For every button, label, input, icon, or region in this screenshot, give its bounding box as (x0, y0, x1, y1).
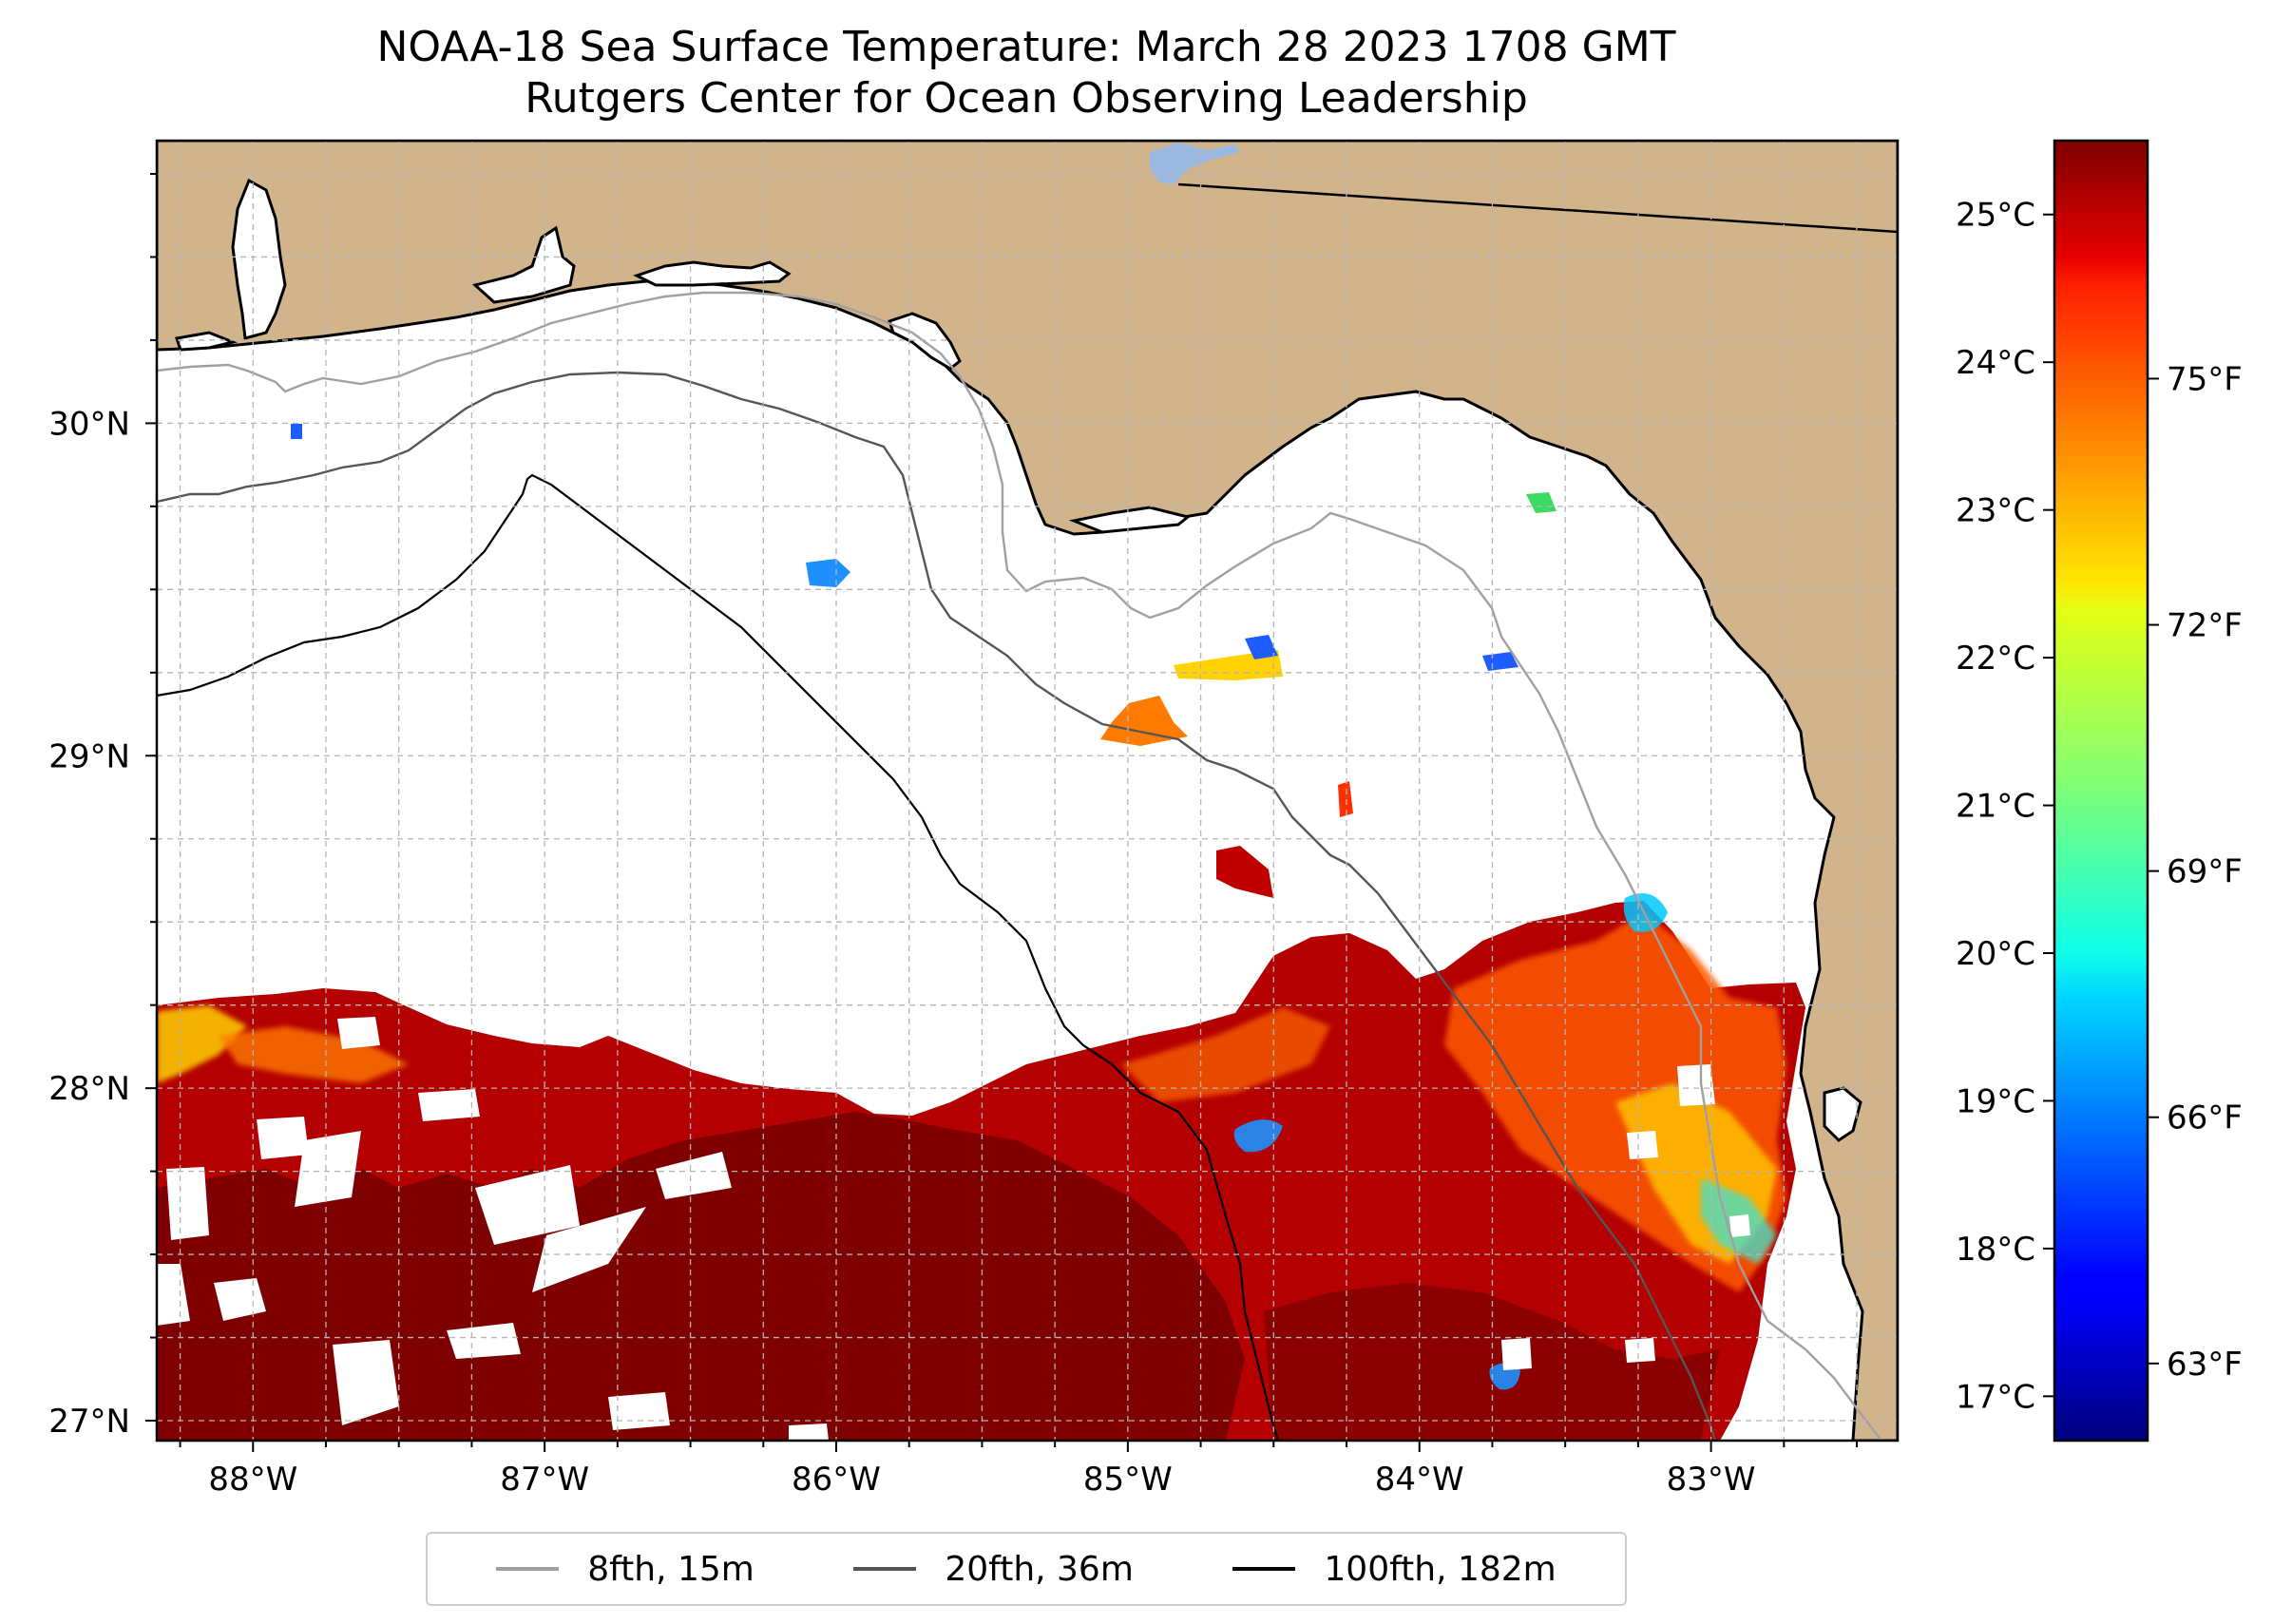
lat-tick-label: 27°N (48, 1403, 130, 1441)
lon-tick-label: 88°W (208, 1461, 297, 1499)
map-area (157, 141, 1898, 1441)
sst-patch-orange-1 (1100, 696, 1188, 746)
isobath-100fth (157, 473, 1280, 1441)
sst-deep-red-central (1264, 1283, 1720, 1441)
lon-tick-label: 83°W (1667, 1461, 1756, 1499)
sst-blue-patch-southeast (1489, 1363, 1520, 1390)
celsius-tick-label: 17°C (1956, 1378, 2035, 1416)
colorbar-gradient (2053, 139, 2149, 1442)
celsius-tick-label: 23°C (1956, 492, 2035, 530)
legend-swatch-20fth (853, 1567, 917, 1571)
colorbar-celsius-ticks: 17°C 18°C 19°C 20°C 21°C 22°C 23°C 24°C 25°C (1956, 197, 2054, 1416)
sst-orange-streak-central (1121, 1007, 1330, 1102)
lat-tick-label: 28°N (48, 1070, 130, 1108)
isobaths (157, 291, 1882, 1441)
sst-patch-blue-2 (291, 424, 302, 439)
legend-item-20fth: 20fth, 36m (853, 1550, 1134, 1589)
latitude-axis: 30°N 29°N 28°N 27°N (48, 172, 157, 1441)
lon-tick-label: 85°W (1083, 1461, 1173, 1499)
celsius-tick-label: 24°C (1956, 344, 2035, 382)
celsius-tick-label: 20°C (1956, 935, 2035, 973)
fahrenheit-tick-label: 75°F (2167, 360, 2243, 398)
fahrenheit-tick-label: 66°F (2167, 1099, 2243, 1137)
sst-patch-blue-3 (1245, 635, 1278, 659)
legend-swatch-100fth (1232, 1567, 1296, 1571)
sst-field (157, 893, 1898, 1441)
celsius-tick-label: 22°C (1956, 640, 2035, 678)
map-subtitle: Rutgers Center for Ocean Observing Leade… (525, 74, 1528, 123)
map-title: NOAA-18 Sea Surface Temperature: March 2… (376, 23, 1676, 71)
fahrenheit-tick-label: 69°F (2167, 853, 2243, 891)
choctawhatchee-bay (633, 260, 792, 287)
celsius-tick-label: 19°C (1956, 1082, 2035, 1120)
lon-tick-label: 86°W (792, 1461, 881, 1499)
mobile-bay-small (175, 331, 238, 352)
isobath-20fth (157, 371, 1717, 1441)
gridlines (157, 141, 1898, 1441)
sst-yellow-streak-west (157, 1005, 247, 1083)
legend-label-20fth: 20fth, 36m (945, 1549, 1134, 1589)
legend-label-8fth: 8fth, 15m (587, 1549, 754, 1589)
colorbar: 17°C 18°C 19°C 20°C 21°C 22°C 23°C 24°C 25°C 63°… (1956, 139, 2243, 1442)
colorbar-fahrenheit-ticks: 63°F 66°F 69°F 72°F 75°F (2148, 360, 2243, 1384)
state-border (1177, 182, 1898, 234)
apalachicola-bay (1068, 506, 1192, 534)
map-frame (155, 139, 1900, 1442)
lat-tick-label: 30°N (48, 405, 130, 443)
sst-patch-blue-1 (806, 559, 850, 587)
lat-tick-label: 29°N (48, 737, 130, 775)
missing-data-gaps (157, 1017, 1898, 1441)
longitude-axis: 88°W 87°W 86°W 85°W 84°W 83°W (179, 1441, 1859, 1499)
isobath-legend: 8fth, 15m 20fth, 36m 100fth, 182m (426, 1532, 1627, 1606)
celsius-tick-label: 25°C (1956, 197, 2035, 235)
legend-label-100fth: 100fth, 182m (1324, 1549, 1557, 1589)
sst-patch-red-2 (1216, 846, 1273, 898)
sst-patch-blue-4 (1482, 652, 1518, 671)
sst-patch-red-1 (1338, 781, 1353, 817)
legend-swatch-8fth (496, 1567, 560, 1571)
isobath-8fth (157, 291, 1882, 1441)
lon-tick-label: 84°W (1375, 1461, 1464, 1499)
legend-item-100fth: 100fth, 182m (1232, 1549, 1557, 1589)
fahrenheit-tick-label: 72°F (2167, 607, 2243, 645)
sst-deep-red-west (157, 1112, 1245, 1441)
lon-tick-label: 87°W (500, 1461, 589, 1499)
legend-item-8fth: 8fth, 15m (496, 1550, 754, 1589)
sst-blue-eddy (1233, 1119, 1283, 1153)
fahrenheit-tick-label: 63°F (2167, 1346, 2243, 1384)
pensacola-bay (471, 225, 576, 304)
celsius-tick-label: 18°C (1956, 1231, 2035, 1269)
mobile-bay (231, 178, 287, 340)
sst-patch-green-1 (1526, 492, 1557, 513)
celsius-tick-label: 21°C (1956, 788, 2035, 826)
